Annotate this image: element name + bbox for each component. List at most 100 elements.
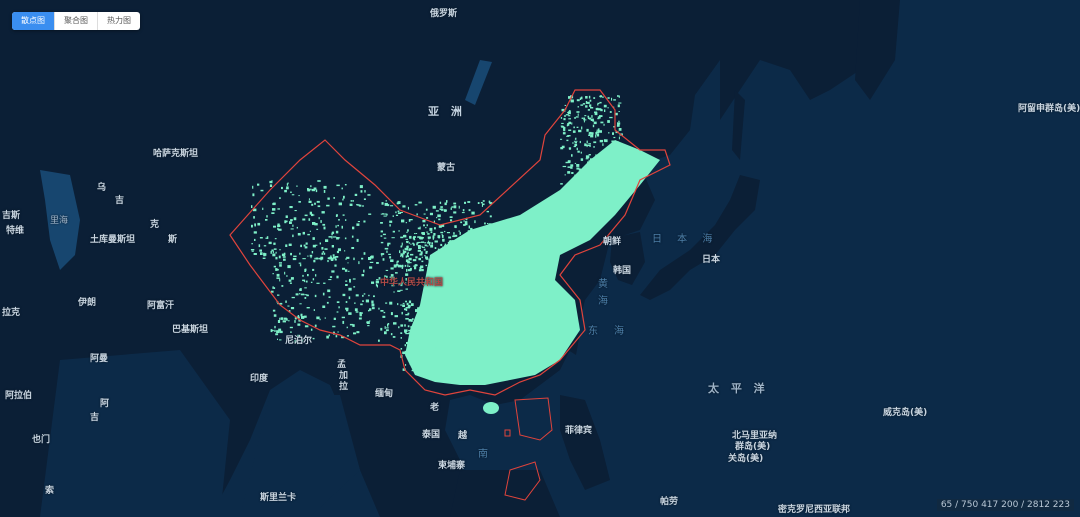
- scatter-point: [602, 143, 604, 146]
- scatter-point: [567, 123, 570, 126]
- scatter-point: [371, 281, 375, 284]
- scatter-point: [618, 102, 622, 104]
- scatter-point: [600, 121, 604, 124]
- scatter-point: [477, 202, 480, 204]
- scatter-point: [428, 332, 430, 334]
- scatter-point: [449, 369, 452, 372]
- scatter-point: [272, 253, 276, 257]
- scatter-point: [254, 238, 256, 241]
- scatter-point: [413, 243, 415, 246]
- scatter-point: [578, 176, 581, 179]
- scatter-point: [442, 238, 445, 242]
- scatter-point: [348, 296, 351, 300]
- scatter-point: [585, 101, 588, 104]
- label-china: 中华人民共和国: [380, 278, 444, 288]
- scatter-point: [361, 312, 363, 314]
- scatter-point: [576, 181, 579, 183]
- scatter-point: [454, 234, 458, 237]
- scatter-point: [297, 323, 301, 326]
- scatter-point: [575, 116, 579, 118]
- scatter-point: [312, 244, 316, 248]
- scatter-point: [409, 219, 413, 221]
- scatter-point: [412, 242, 414, 245]
- scatter-point: [419, 267, 422, 270]
- scatter-point: [286, 275, 288, 277]
- scatter-point: [468, 266, 470, 269]
- scatter-point: [278, 262, 282, 264]
- scatter-point: [345, 280, 348, 282]
- scatter-point: [435, 210, 439, 212]
- scatter-point: [429, 314, 433, 317]
- scatter-point: [571, 172, 574, 174]
- scatter-point: [338, 219, 340, 221]
- scatter-point: [384, 331, 387, 335]
- scatter-point: [434, 227, 436, 230]
- scatter-point: [445, 268, 448, 271]
- cluster-button[interactable]: 聚合图: [55, 12, 98, 30]
- scatter-point: [312, 278, 315, 281]
- scatter-point: [270, 290, 274, 293]
- scatter-point: [423, 248, 426, 251]
- scatter-point: [271, 249, 274, 252]
- scatter-point: [401, 282, 403, 285]
- scatter-point: [485, 233, 489, 236]
- scatter-point: [361, 257, 364, 260]
- scatter-point: [447, 328, 451, 331]
- scatter-point: [437, 337, 441, 340]
- scatter-point: [613, 146, 615, 148]
- scatter-point: [567, 171, 571, 174]
- scatter-point: [318, 217, 320, 220]
- scatter-point: [383, 311, 386, 314]
- scatter-point: [416, 213, 418, 216]
- scatter-point: [568, 121, 571, 125]
- scatter-point: [451, 310, 455, 312]
- scatter-point: [453, 243, 455, 246]
- scatter-point: [346, 326, 348, 329]
- scatter-point: [354, 302, 356, 304]
- scatter-point: [484, 255, 487, 257]
- scatter-point: [595, 154, 598, 156]
- label-yemen: 也门: [32, 435, 51, 445]
- scatter-point: [454, 257, 456, 260]
- label-aleutian: 阿留申群岛(美): [1018, 104, 1080, 114]
- scatter-point: [386, 214, 388, 216]
- scatter-point: [604, 178, 606, 182]
- scatter-point: [597, 116, 601, 119]
- scatter-point: [430, 328, 433, 331]
- scatter-point: [389, 224, 391, 227]
- scatter-point: [568, 115, 571, 117]
- scatter-point: [390, 259, 394, 262]
- scatter-point: [413, 265, 417, 267]
- scatter-point: [358, 261, 360, 265]
- scatter-point: [405, 318, 409, 320]
- label-oman: 阿曼: [90, 354, 109, 364]
- scatter-point: [573, 145, 577, 148]
- scatter-point: [327, 289, 331, 293]
- scatter-point: [587, 172, 590, 174]
- scatter-point: [440, 260, 444, 262]
- scatter-point: [402, 205, 406, 208]
- heatmap-button[interactable]: 热力图: [107, 16, 131, 25]
- scatter-point: [266, 236, 269, 239]
- scatter-point: [346, 256, 350, 259]
- scatter-point: [388, 253, 391, 255]
- scatter-button[interactable]: 散点图: [12, 12, 55, 30]
- scatter-point: [445, 335, 449, 338]
- scatter-point: [426, 325, 428, 329]
- label-wake: 威克岛(美): [883, 408, 928, 418]
- scatter-point: [430, 327, 434, 329]
- scatter-point: [596, 131, 600, 134]
- scatter-point: [591, 115, 593, 118]
- label-myanmar: 缅甸: [375, 389, 394, 399]
- scatter-point: [597, 103, 599, 106]
- scatter-point: [331, 270, 335, 273]
- scatter-point: [398, 230, 400, 232]
- scatter-point: [410, 243, 412, 245]
- scatter-point: [566, 135, 570, 137]
- scatter-point: [471, 211, 475, 215]
- scatter-point: [384, 326, 386, 329]
- scatter-point: [436, 256, 439, 260]
- scatter-point: [368, 257, 372, 260]
